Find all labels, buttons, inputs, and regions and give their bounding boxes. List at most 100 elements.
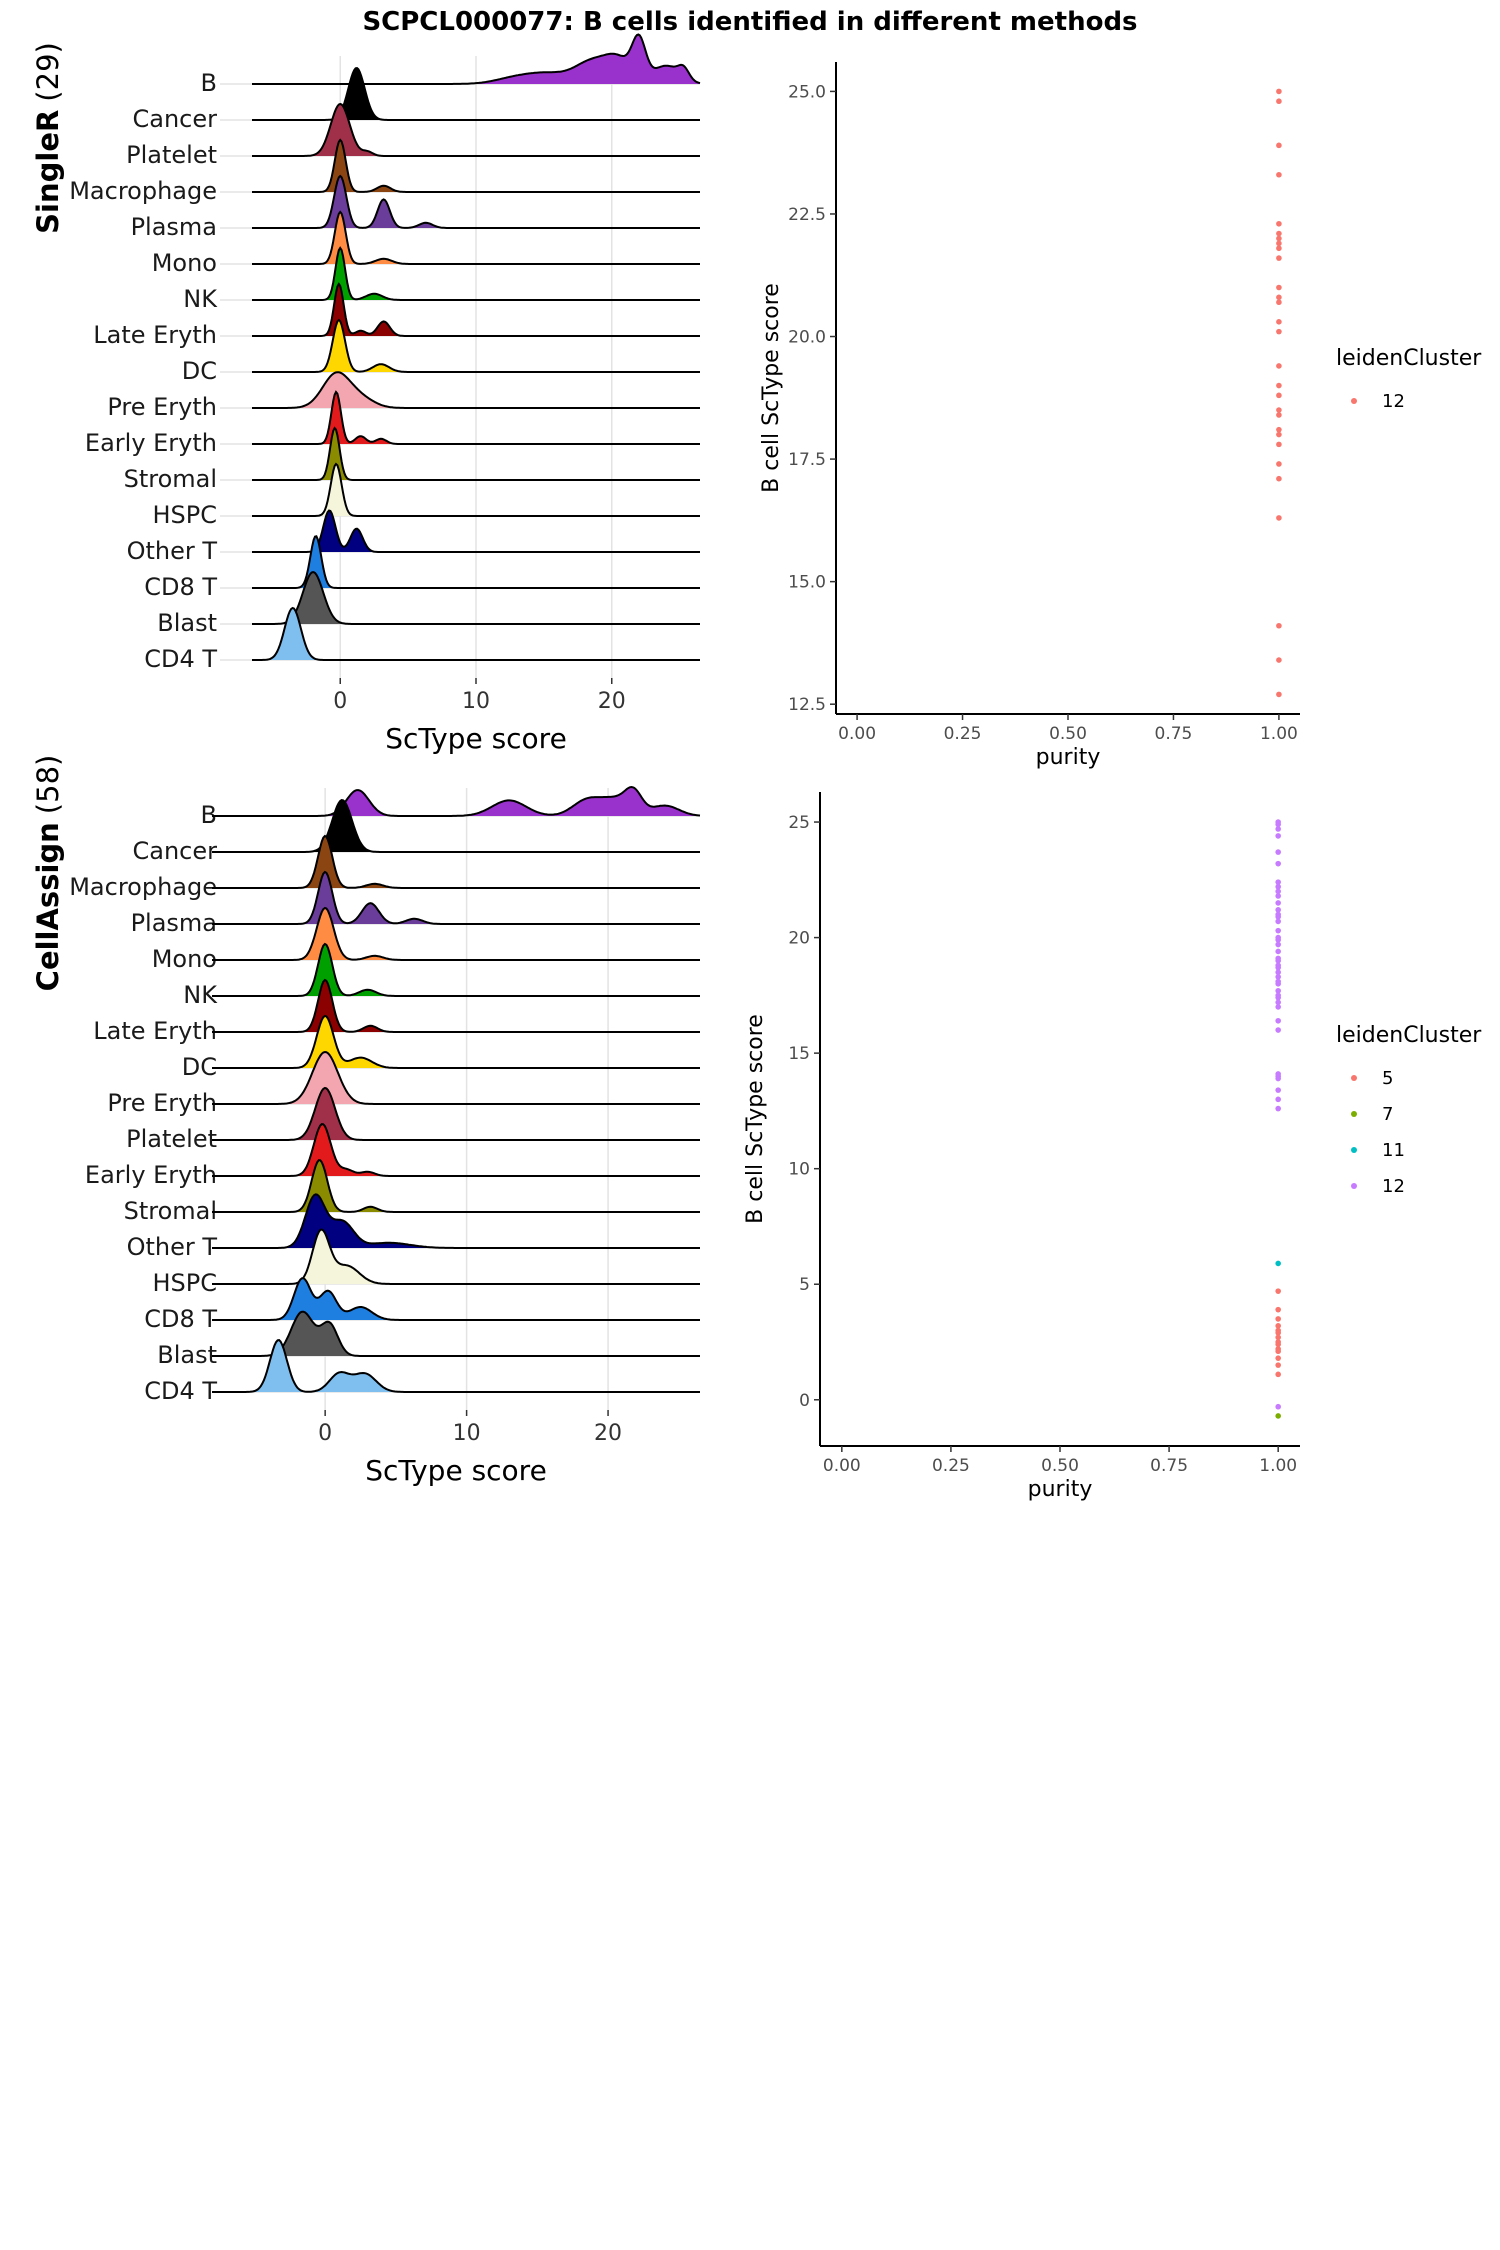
ridge-line xyxy=(212,1228,700,1285)
ridge-line xyxy=(212,1339,700,1393)
ridge-line xyxy=(212,1277,700,1321)
data-point-cluster-12 xyxy=(1276,235,1282,242)
ridge-line xyxy=(252,535,700,589)
ridge-label: Platelet xyxy=(126,1125,217,1153)
ridge-line xyxy=(252,67,700,121)
data-point-cluster-12 xyxy=(1276,691,1282,698)
ridge-line xyxy=(252,509,700,553)
ridge-label: Plasma xyxy=(131,909,217,937)
ridge-line xyxy=(212,1086,700,1141)
data-point-cluster-12 xyxy=(1276,240,1282,247)
data-point-cluster-5 xyxy=(1275,1348,1281,1355)
scatter-plot: 0.00 0.25 0.50 0.75 1.00 0 5 10 15 20 25 purity B ce… xyxy=(743,792,1482,1502)
ridge-line xyxy=(212,1050,700,1105)
x-tick-label: 0 xyxy=(333,689,347,714)
x-tick-label: 0.75 xyxy=(1150,1456,1188,1476)
x-tick-label: 20 xyxy=(594,1421,622,1446)
data-point-cluster-5 xyxy=(1275,1355,1281,1361)
ridge-line xyxy=(212,942,700,997)
ridge-label: Early Eryth xyxy=(85,1161,217,1189)
data-point-cluster-12 xyxy=(1275,849,1281,855)
panel-cellassign: CellAssign (58) B Cancer Macrophage Plasma Mo… xyxy=(31,755,1482,1502)
data-point-cluster-12 xyxy=(1275,913,1281,920)
ridge-fill-cd8-t xyxy=(212,1278,700,1320)
ridge-line xyxy=(212,1310,700,1357)
x-tick-label: 0.00 xyxy=(838,724,876,744)
data-point-cluster-5 xyxy=(1275,1306,1281,1313)
panel-singler: SingleR (29) B Cancer Platelet Macrophage Pla… xyxy=(31,33,1482,770)
data-point-cluster-12 xyxy=(1276,363,1282,369)
x-axis-label: ScType score xyxy=(385,722,567,755)
y-tick-label: 5 xyxy=(799,1275,810,1295)
ridge-label: Cancer xyxy=(132,837,217,865)
legend-key xyxy=(1351,1147,1357,1153)
ridge-label: CD8 T xyxy=(144,1305,217,1333)
x-tick-label: 1.00 xyxy=(1260,724,1298,744)
data-point-cluster-12 xyxy=(1275,879,1281,885)
ridge-label: Mono xyxy=(152,249,217,277)
data-point-cluster-11 xyxy=(1275,1260,1281,1267)
data-point-cluster-12 xyxy=(1276,220,1282,227)
data-point-cluster-12 xyxy=(1276,475,1282,482)
data-point-cluster-12 xyxy=(1275,974,1281,980)
legend-key xyxy=(1351,398,1357,404)
ridge-label: Mono xyxy=(152,945,217,973)
data-point-cluster-12 xyxy=(1276,328,1282,335)
ridge-label: CD4 T xyxy=(144,1377,217,1405)
ridge-fill-platelet xyxy=(252,104,700,156)
x-tick-label: 1.00 xyxy=(1259,1456,1297,1476)
ridge-label: Late Eryth xyxy=(93,1017,217,1045)
data-point-cluster-12 xyxy=(1276,431,1282,438)
ridge-line xyxy=(212,870,700,925)
method-name: CellAssign xyxy=(31,822,65,991)
ridge-line xyxy=(252,571,700,625)
ridge-line xyxy=(252,33,701,85)
ridge-line xyxy=(212,1123,700,1177)
ridge-label: Other T xyxy=(127,537,218,565)
ridge-label: Blast xyxy=(157,609,217,637)
ridge-line xyxy=(252,102,700,157)
ridge-fill-macrophage xyxy=(252,140,700,192)
y-tick-label: 25 xyxy=(788,813,810,833)
y-tick-label: 15.0 xyxy=(788,573,826,593)
ridge-label: Other T xyxy=(127,1233,218,1261)
y-axis-label: B cell ScType score xyxy=(743,1014,768,1224)
data-point-cluster-12 xyxy=(1275,941,1281,948)
ridge-line xyxy=(252,210,700,265)
ridge-fill-cancer xyxy=(252,68,700,120)
ridge-line xyxy=(252,462,700,517)
x-tick-label: 0.50 xyxy=(1049,724,1087,744)
data-point-cluster-12 xyxy=(1275,888,1281,895)
data-point-cluster-12 xyxy=(1275,1017,1281,1024)
data-point-cluster-12 xyxy=(1275,860,1281,867)
ridge-label: B xyxy=(201,69,217,97)
data-point-cluster-12 xyxy=(1275,1087,1281,1093)
data-point-cluster-5 xyxy=(1275,1323,1281,1329)
y-tick-label: 17.5 xyxy=(788,450,826,470)
ridge-fill-mono xyxy=(212,908,700,960)
ridge-label: HSPC xyxy=(152,501,217,529)
y-tick-label: 22.5 xyxy=(788,205,826,225)
ridge-fill-platelet xyxy=(212,1088,700,1140)
ridge-line xyxy=(212,978,700,1033)
y-tick-label: 20.0 xyxy=(788,328,826,348)
data-point-cluster-12 xyxy=(1275,999,1281,1006)
ridge-fill-dc xyxy=(212,1016,700,1068)
ridge-fill-stromal xyxy=(212,1160,700,1212)
ridge-line xyxy=(212,1014,700,1069)
data-point-cluster-12 xyxy=(1276,284,1282,291)
x-tick-label: 0.25 xyxy=(932,1456,970,1476)
data-point-cluster-12 xyxy=(1276,88,1282,95)
legend-title: leidenCluster xyxy=(1336,1023,1482,1048)
ridge-label: CD4 T xyxy=(144,645,217,673)
ridge-label: Early Eryth xyxy=(85,429,217,457)
ridge-line xyxy=(252,390,700,445)
legend-label: 5 xyxy=(1382,1068,1393,1089)
data-point-cluster-12 xyxy=(1276,441,1282,448)
ridge-fill-cd4-t xyxy=(252,608,700,660)
data-point-cluster-12 xyxy=(1275,1105,1281,1112)
ridge-fill-pre-eryth xyxy=(212,1052,700,1104)
y-tick-label: 15 xyxy=(788,1044,810,1064)
data-point-cluster-12 xyxy=(1276,299,1282,306)
